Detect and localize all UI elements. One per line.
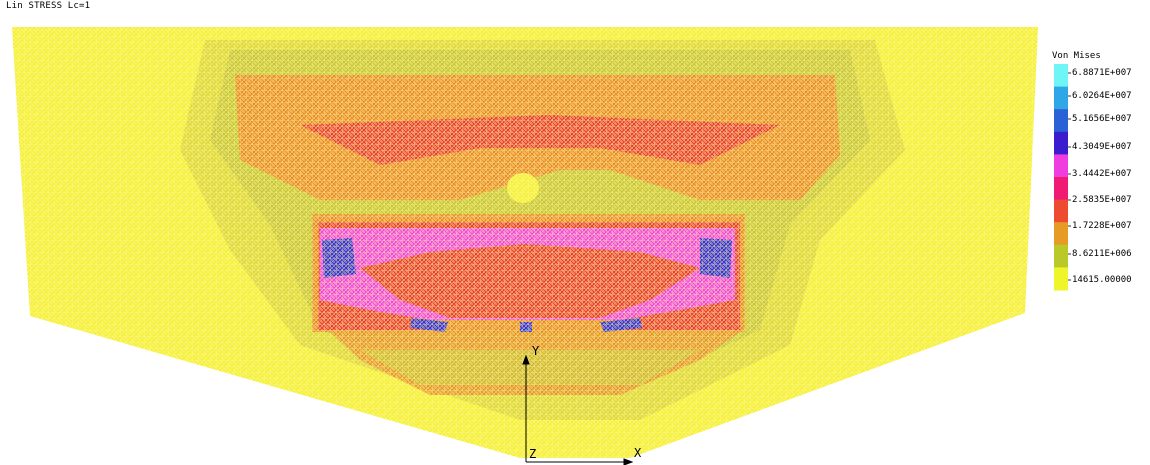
legend-swatch: [1054, 154, 1068, 178]
axis-triad: [522, 354, 634, 465]
legend-swatch: [1054, 199, 1068, 223]
legend-label: 14615.00000: [1072, 275, 1132, 285]
legend-swatch: [1054, 177, 1068, 201]
legend-swatch: [1054, 244, 1068, 268]
legend-label: 5.1656E+007: [1072, 114, 1132, 124]
legend-label: 1.7228E+007: [1072, 221, 1132, 231]
legend-label: 6.8871E+007: [1072, 68, 1132, 78]
legend-label: 4.3049E+007: [1072, 142, 1132, 152]
x-axis-label: X: [634, 446, 642, 460]
legend-label: 3.4442E+007: [1072, 169, 1132, 179]
legend-swatch: [1054, 222, 1068, 246]
z-axis-label: Z: [529, 447, 537, 461]
legend-label: 2.5835E+007: [1072, 195, 1132, 205]
legend-swatch: [1054, 109, 1068, 133]
legend-swatch: [1054, 86, 1068, 110]
legend-swatch: [1054, 267, 1068, 291]
legend-color-bar: [1054, 64, 1071, 291]
plot-title: Lin STRESS Lc=1: [6, 1, 91, 11]
legend-label: 6.0264E+007: [1072, 91, 1132, 101]
legend-title: Von Mises: [1052, 51, 1101, 61]
legend-swatch: [1054, 131, 1068, 155]
legend-swatch: [1054, 64, 1068, 88]
y-axis-label: Y: [532, 344, 540, 358]
legend-label: 8.6211E+006: [1072, 249, 1132, 259]
